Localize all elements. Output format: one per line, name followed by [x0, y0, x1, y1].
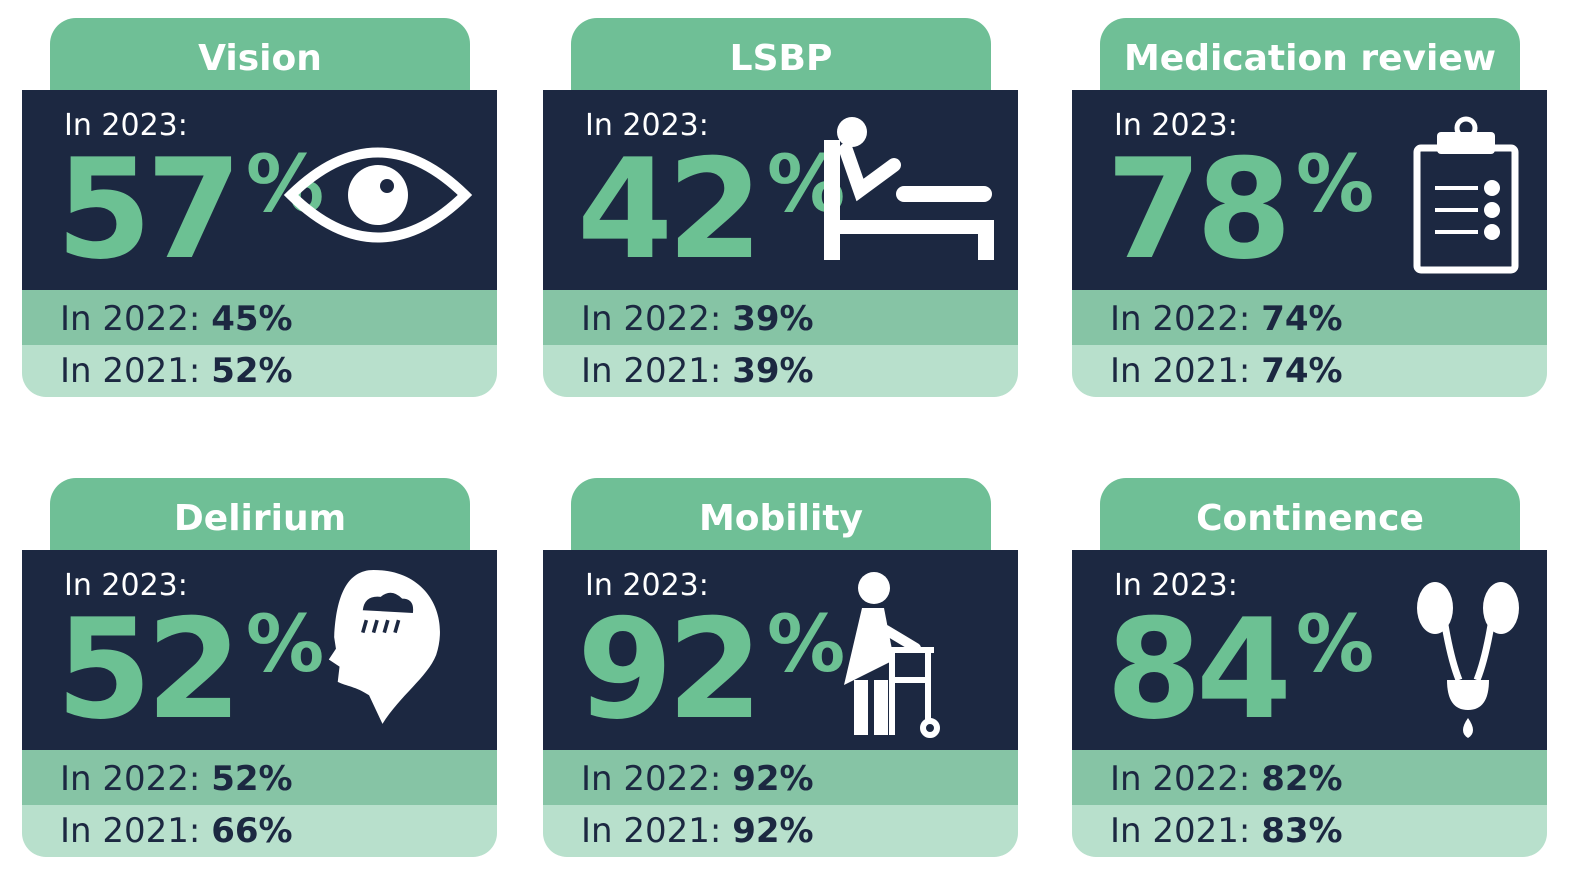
current-label: In 2023:: [585, 108, 709, 143]
clipboard-icon: [1413, 116, 1519, 274]
row-label: In 2022:: [1110, 759, 1251, 799]
current-label: In 2023:: [64, 568, 188, 603]
row-label: In 2021:: [581, 811, 722, 851]
card: Medication review In 2023: 78% In 2022: …: [1072, 18, 1547, 397]
card-title: Vision: [50, 18, 470, 90]
current-label: In 2023:: [64, 108, 188, 143]
card: Mobility In 2023: 92% In 2022: 92% In 20…: [543, 478, 1018, 857]
row-value: 52%: [211, 351, 293, 391]
row-value: 66%: [211, 811, 293, 851]
row: In 2021: 83%: [1072, 805, 1547, 857]
row-label: In 2022:: [60, 759, 201, 799]
row-value: 52%: [211, 759, 293, 799]
row-label: In 2021:: [581, 351, 722, 391]
panel: In 2023: 42%: [543, 90, 1018, 290]
value: 57: [56, 129, 242, 290]
row: In 2022: 74%: [1072, 290, 1547, 345]
value: 52: [56, 589, 242, 750]
row: In 2022: 82%: [1072, 750, 1547, 805]
row-label: In 2022:: [581, 299, 722, 339]
eye-icon: [283, 147, 473, 243]
row-label: In 2021:: [1110, 811, 1251, 851]
value: 78: [1106, 129, 1292, 290]
unit: %: [246, 600, 325, 690]
big-value: 57%: [56, 130, 324, 311]
row: In 2021: 66%: [22, 805, 497, 857]
row: In 2022: 39%: [543, 290, 1018, 345]
row-label: In 2021:: [1110, 351, 1251, 391]
row: In 2022: 52%: [22, 750, 497, 805]
card-title: Medication review: [1100, 18, 1520, 90]
big-value: 78%: [1106, 130, 1374, 311]
row-value: 92%: [732, 811, 814, 851]
panel: In 2023: 52%: [22, 550, 497, 750]
current-label: In 2023:: [1114, 568, 1238, 603]
row-value: 39%: [732, 351, 814, 391]
row: In 2022: 45%: [22, 290, 497, 345]
big-value: 84%: [1106, 590, 1374, 771]
card: Continence In 2023: 84% In 2022: 82% In …: [1072, 478, 1547, 857]
row: In 2021: 52%: [22, 345, 497, 397]
unit: %: [767, 600, 846, 690]
row-value: 45%: [211, 299, 293, 339]
card-title: Delirium: [50, 478, 470, 550]
bed-icon: [824, 117, 994, 260]
unit: %: [1296, 140, 1375, 230]
row-label: In 2022:: [60, 299, 201, 339]
panel: In 2023: 92%: [543, 550, 1018, 750]
row-label: In 2021:: [60, 351, 201, 391]
row-label: In 2022:: [1110, 299, 1251, 339]
card-title: LSBP: [571, 18, 991, 90]
card: Delirium In 2023: 52% In 2022: 52% In 20…: [22, 478, 497, 857]
row: In 2021: 39%: [543, 345, 1018, 397]
value: 42: [577, 129, 763, 290]
row: In 2021: 92%: [543, 805, 1018, 857]
row-value: 74%: [1261, 351, 1343, 391]
card-title: Continence: [1100, 478, 1520, 550]
panel: In 2023: 84%: [1072, 550, 1547, 750]
row-value: 74%: [1261, 299, 1343, 339]
card: LSBP In 2023: 42% In 2022: 39% In 2021: …: [543, 18, 1018, 397]
value: 84: [1106, 589, 1292, 750]
row: In 2022: 92%: [543, 750, 1018, 805]
big-value: 92%: [577, 590, 845, 771]
unit: %: [1296, 600, 1375, 690]
big-value: 52%: [56, 590, 324, 771]
kidneys-icon: [1417, 582, 1519, 738]
row-value: 39%: [732, 299, 814, 339]
current-label: In 2023:: [1114, 108, 1238, 143]
current-label: In 2023:: [585, 568, 709, 603]
row-label: In 2021:: [60, 811, 201, 851]
row-value: 82%: [1261, 759, 1343, 799]
row-label: In 2022:: [581, 759, 722, 799]
value: 92: [577, 589, 763, 750]
row-value: 92%: [732, 759, 814, 799]
panel: In 2023: 57%: [22, 90, 497, 290]
row: In 2021: 74%: [1072, 345, 1547, 397]
walker-icon: [844, 572, 940, 738]
card: Vision In 2023: 57% In 2022: 45% In 2021…: [22, 18, 497, 397]
card-title: Mobility: [571, 478, 991, 550]
head-icon: [328, 570, 440, 724]
row-value: 83%: [1261, 811, 1343, 851]
panel: In 2023: 78%: [1072, 90, 1547, 290]
